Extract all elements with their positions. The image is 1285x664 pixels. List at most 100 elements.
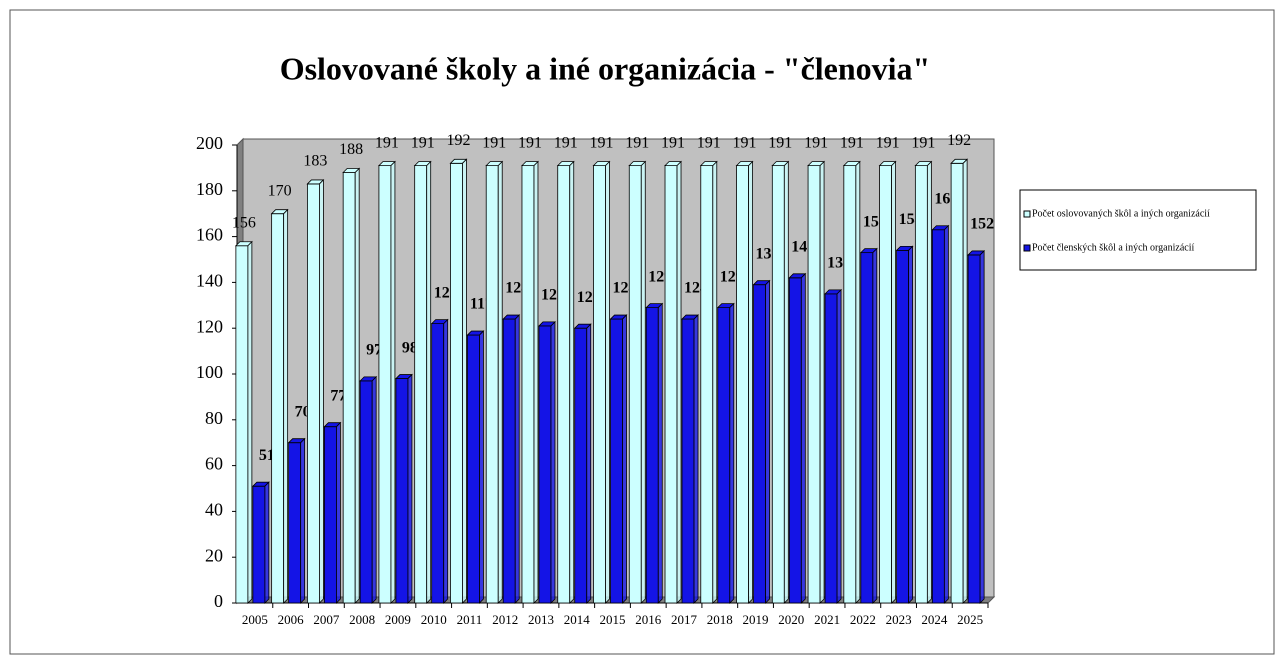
- x-tick-label: 2024: [921, 612, 948, 627]
- x-tick-label: 2010: [421, 612, 447, 627]
- value-label: 191: [375, 134, 399, 151]
- bar-side: [748, 160, 753, 604]
- bar-side: [247, 240, 253, 604]
- bar: [288, 442, 302, 604]
- bar: [593, 165, 606, 604]
- bar: [431, 323, 445, 604]
- value-label: 188: [339, 141, 363, 158]
- bar: [359, 380, 373, 604]
- bar-side: [319, 178, 324, 604]
- x-tick-label: 2006: [278, 612, 305, 627]
- bar: [342, 172, 356, 604]
- bar-side: [443, 318, 449, 604]
- value-label: 97: [366, 342, 382, 359]
- bar-side: [586, 323, 592, 604]
- bar: [753, 284, 766, 604]
- bar: [557, 165, 571, 604]
- bar: [521, 165, 535, 604]
- bar-side: [872, 247, 878, 604]
- bar-side: [605, 160, 610, 604]
- bar: [879, 165, 892, 604]
- bar-side: [497, 160, 503, 604]
- bar-side: [693, 314, 699, 604]
- value-label: 70: [295, 403, 311, 420]
- value-label: 191: [840, 134, 864, 151]
- x-tick-label: 2009: [385, 612, 411, 627]
- bar: [538, 325, 552, 604]
- bar-side: [300, 437, 306, 604]
- chart-title: Oslovované školy a iné organizácia - "čl…: [280, 50, 931, 86]
- bar-side: [569, 160, 575, 604]
- value-label: 156: [232, 214, 256, 231]
- bar: [950, 162, 964, 604]
- x-tick-label: 2007: [313, 612, 340, 627]
- y-tick-label: 180: [196, 179, 223, 199]
- bar: [307, 183, 320, 604]
- bar: [896, 249, 909, 604]
- value-label: 192: [947, 132, 971, 149]
- x-tick-label: 2008: [349, 612, 375, 627]
- bar-side: [264, 481, 270, 604]
- value-label: 191: [411, 134, 435, 151]
- bar: [681, 318, 695, 604]
- y-tick-label: 60: [205, 454, 223, 474]
- bar-side: [622, 314, 627, 604]
- x-tick-label: 2018: [707, 612, 733, 627]
- value-label: 191: [554, 134, 578, 151]
- bar-side: [712, 160, 718, 604]
- bar: [788, 277, 802, 604]
- bar-side: [283, 208, 289, 604]
- bar: [628, 165, 642, 604]
- y-tick-label: 20: [205, 545, 223, 565]
- value-label: 191: [661, 134, 685, 151]
- bar: [824, 293, 838, 604]
- bar: [645, 307, 659, 604]
- bar-side: [855, 160, 861, 604]
- y-tick-label: 140: [196, 271, 223, 291]
- bar: [860, 252, 874, 604]
- bar-side: [800, 272, 806, 604]
- value-label: 170: [268, 182, 292, 199]
- value-label: 191: [482, 134, 506, 151]
- y-tick-label: 120: [196, 316, 223, 336]
- y-tick-label: 160: [196, 225, 223, 245]
- value-label: 152: [970, 216, 994, 233]
- bar: [610, 318, 623, 604]
- bar: [967, 254, 981, 604]
- bar-side: [729, 302, 735, 604]
- bar: [931, 229, 945, 604]
- bar-side: [926, 160, 932, 604]
- bar-side: [550, 320, 556, 604]
- bar-side: [336, 421, 341, 604]
- bar-side: [891, 160, 896, 604]
- bar-side: [943, 224, 949, 604]
- bar: [717, 307, 731, 604]
- x-tick-label: 2023: [886, 612, 912, 627]
- bar-side: [979, 249, 985, 604]
- x-tick-label: 2025: [957, 612, 983, 627]
- bar: [252, 485, 266, 604]
- bar-side: [407, 373, 413, 604]
- value-label: 191: [590, 134, 614, 151]
- x-tick-label: 2015: [600, 612, 626, 627]
- bar-side: [640, 160, 646, 604]
- x-tick-label: 2011: [457, 612, 483, 627]
- bar-side: [908, 245, 913, 604]
- bar: [664, 165, 678, 604]
- x-tick-label: 2020: [778, 612, 804, 627]
- bar-side: [533, 160, 539, 604]
- bar-side: [426, 160, 432, 604]
- y-tick-label: 0: [214, 591, 223, 611]
- bar: [574, 327, 588, 604]
- bar: [843, 165, 857, 604]
- bar-side: [657, 302, 663, 604]
- x-tick-label: 2017: [671, 612, 698, 627]
- bar: [414, 165, 428, 604]
- bar: [771, 165, 785, 604]
- value-label: 98: [402, 339, 418, 356]
- value-label: 192: [446, 132, 470, 149]
- x-tick-label: 2005: [242, 612, 268, 627]
- x-tick-label: 2021: [814, 612, 840, 627]
- bar-side: [783, 160, 789, 604]
